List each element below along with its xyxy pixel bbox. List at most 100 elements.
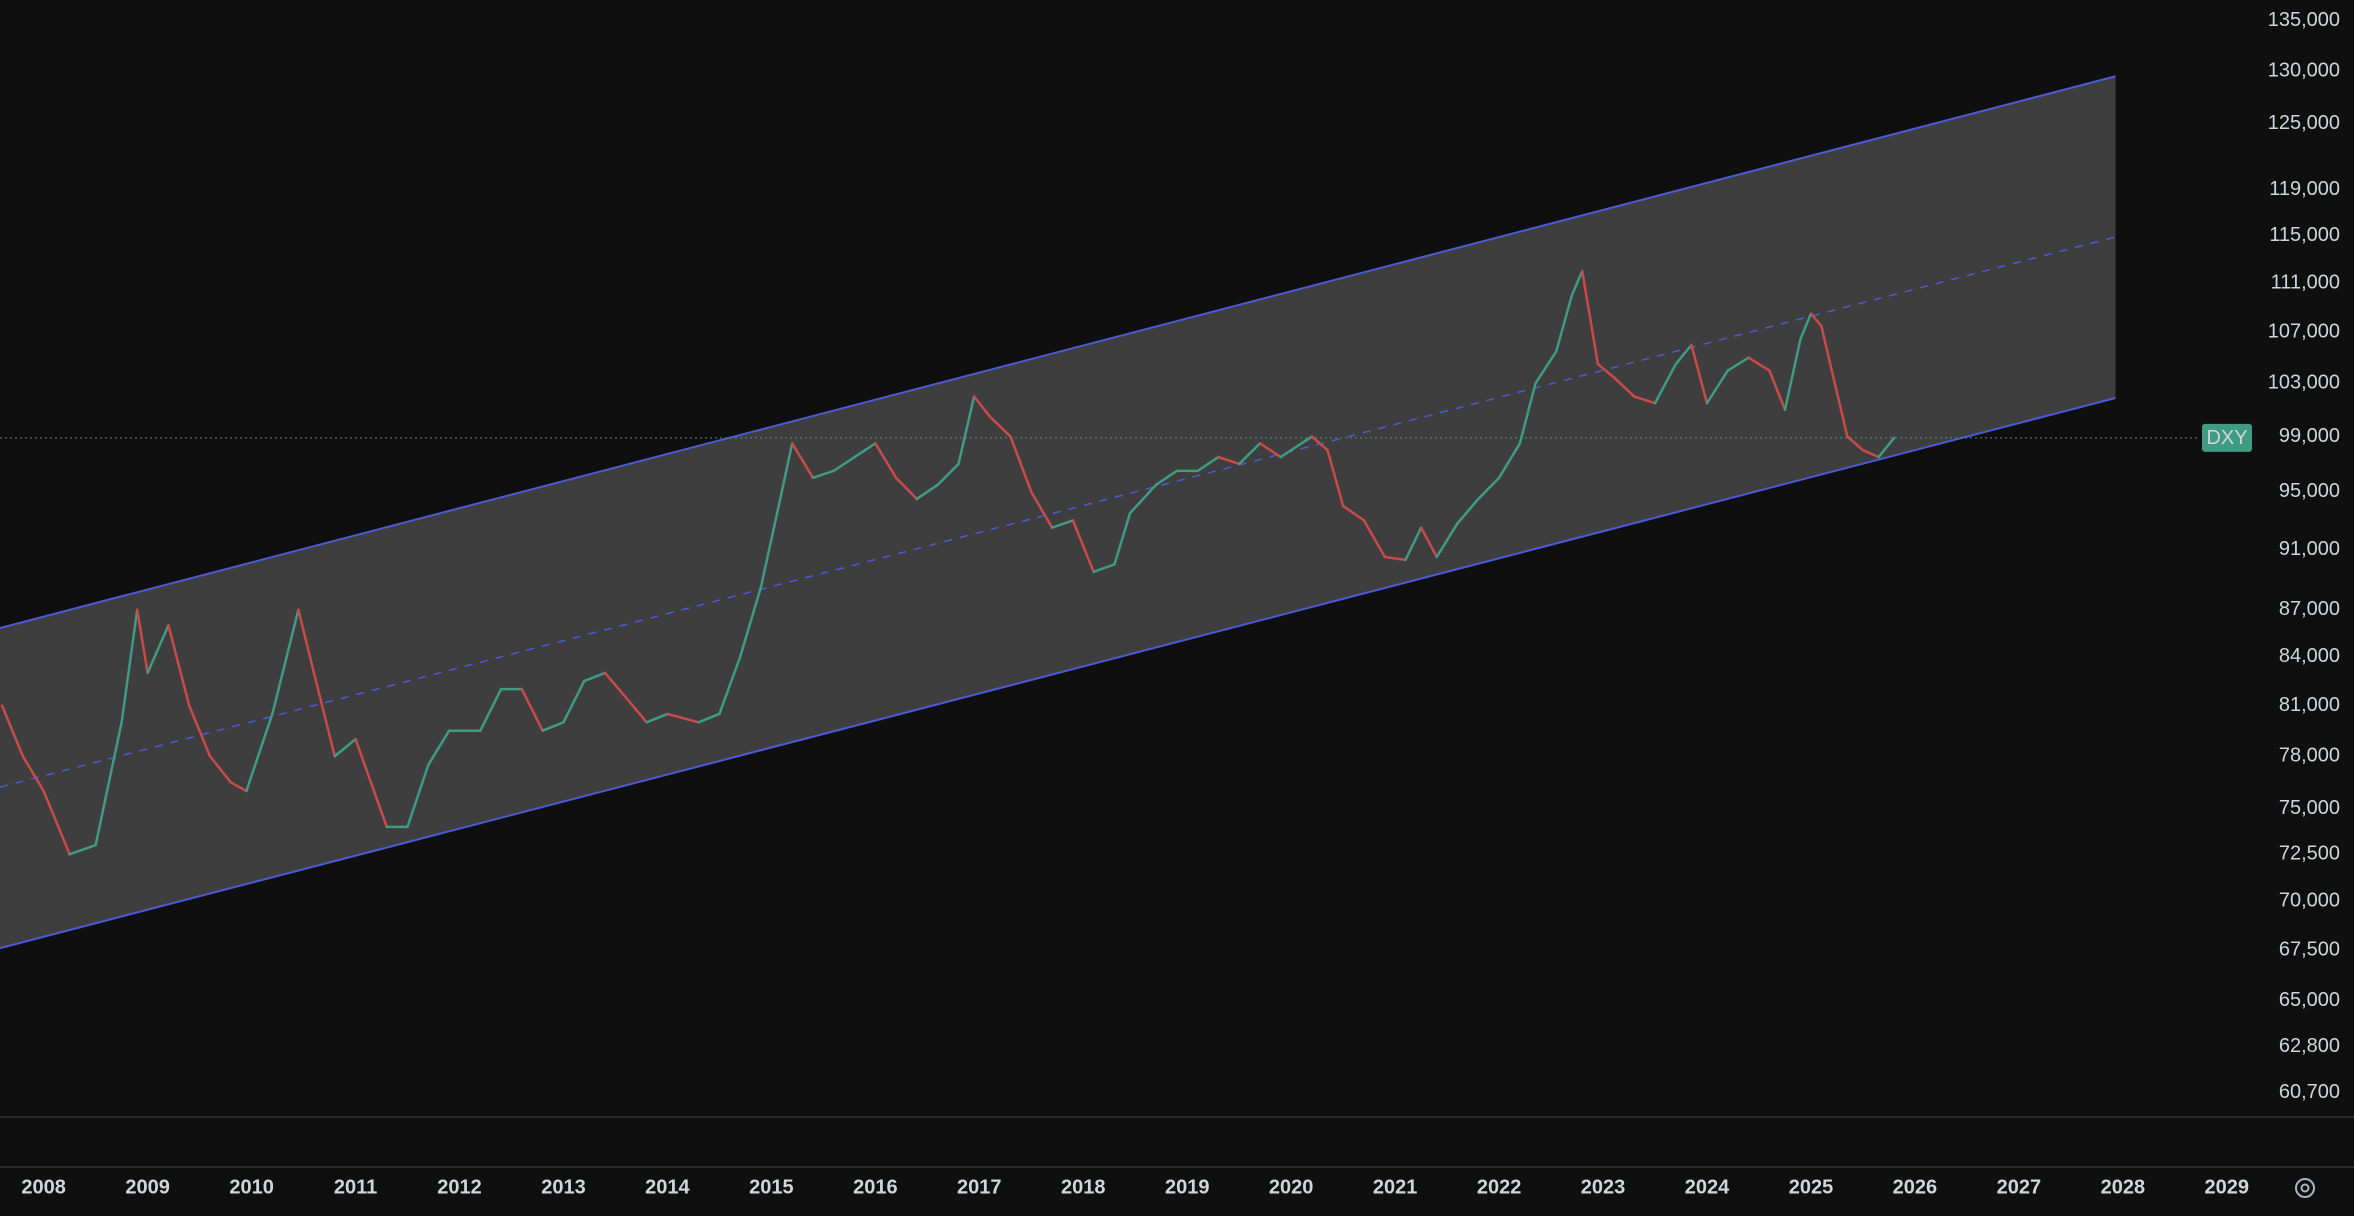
- price-segment: [1877, 436, 1896, 459]
- symbol-label: DXY: [2206, 427, 2247, 449]
- price-segment: [1456, 497, 1480, 525]
- price-segment: [894, 476, 919, 501]
- x-tick-label: 2027: [1997, 1176, 2042, 1198]
- price-segment: [1705, 369, 1730, 405]
- price-segment: [1071, 519, 1095, 574]
- price-segment: [645, 712, 669, 724]
- price-segment: [738, 585, 763, 659]
- price-segment: [1653, 362, 1678, 405]
- price-segment: [1809, 312, 1823, 328]
- price-segment: [1799, 312, 1813, 340]
- price-segment: [1783, 337, 1802, 411]
- x-tick-label: 2013: [541, 1176, 586, 1198]
- y-tick-label: 65,000: [2279, 989, 2340, 1011]
- price-segment: [1632, 395, 1657, 405]
- price-segment: [42, 789, 71, 856]
- y-tick-label: 103,000: [2268, 372, 2340, 394]
- price-segment: [1820, 324, 1834, 372]
- channel-lower: [0, 397, 2116, 950]
- price-segment: [120, 608, 139, 724]
- price-segment: [427, 729, 451, 767]
- price-segment: [479, 687, 503, 732]
- x-tick-label: 2014: [645, 1176, 690, 1198]
- price-segment: [972, 395, 991, 418]
- price-segment: [333, 737, 357, 758]
- price-segment: [245, 712, 274, 793]
- x-tick-label: 2020: [1269, 1176, 1314, 1198]
- y-tick-label: 135,000: [2268, 9, 2340, 31]
- x-tick-label: 2009: [125, 1176, 170, 1198]
- price-segment: [297, 608, 316, 675]
- price-segment: [68, 843, 97, 856]
- x-tick-label: 2017: [957, 1176, 1002, 1198]
- y-tick-label: 81,000: [2279, 694, 2340, 716]
- price-segment: [1092, 563, 1116, 574]
- price-segment: [94, 721, 123, 847]
- price-segment: [187, 704, 212, 758]
- price-segment: [1596, 362, 1615, 379]
- price-segment: [1534, 350, 1558, 385]
- price-segment: [666, 712, 700, 724]
- price-segment: [1612, 375, 1636, 398]
- x-tick-label: 2026: [1893, 1176, 1938, 1198]
- price-segment: [697, 712, 721, 724]
- channel-upper: [0, 75, 2116, 629]
- price-segment: [874, 442, 898, 480]
- price-segment: [915, 483, 939, 501]
- price-segment: [541, 721, 565, 732]
- price-segment: [832, 455, 856, 473]
- price-segment: [208, 754, 233, 784]
- price-segment: [988, 415, 1012, 438]
- price-segment: [1258, 442, 1283, 459]
- y-tick-label: 72,500: [2279, 843, 2340, 865]
- settings-gear-center[interactable]: [2300, 1183, 2310, 1193]
- x-tick-label: 2016: [853, 1176, 898, 1198]
- price-segment: [1768, 369, 1787, 411]
- price-segment: [1747, 356, 1771, 372]
- y-tick-label: 115,000: [2269, 224, 2340, 246]
- price-segment: [167, 624, 191, 707]
- x-tick-label: 2018: [1061, 1176, 1106, 1198]
- y-tick-label: 130,000: [2268, 60, 2340, 82]
- y-tick-label: 87,000: [2279, 598, 2340, 620]
- price-segment: [1154, 469, 1179, 487]
- y-tick-label: 62,800: [2279, 1035, 2340, 1057]
- settings-gear[interactable]: [2295, 1178, 2315, 1198]
- price-segment: [520, 687, 544, 732]
- y-tick-label: 119,000: [2269, 178, 2340, 200]
- x-tick-label: 2019: [1165, 1176, 1210, 1198]
- price-segment: [1404, 526, 1423, 562]
- price-segment: [1435, 522, 1459, 559]
- price-segment: [1362, 519, 1386, 559]
- price-segment: [229, 781, 248, 793]
- price-segment: [759, 490, 784, 589]
- symbol-badge: [2202, 423, 2252, 452]
- channel-middle: [0, 236, 2116, 788]
- price-segment: [1846, 435, 1865, 452]
- price-segment: [21, 754, 45, 793]
- price-segment: [583, 671, 607, 683]
- price-segment: [718, 655, 742, 716]
- price-segment: [853, 442, 877, 459]
- x-tick-label: 2024: [1685, 1176, 1730, 1198]
- price-segment: [1128, 483, 1158, 515]
- price-segment: [1861, 448, 1880, 459]
- price-segment: [957, 395, 976, 466]
- price-segment: [1830, 369, 1849, 438]
- price-segment: [780, 442, 794, 494]
- price-segment: [1237, 442, 1262, 466]
- x-tick-label: 2010: [229, 1176, 274, 1198]
- price-segment: [146, 624, 170, 675]
- price-segment: [1050, 519, 1075, 529]
- price-segment: [1690, 343, 1709, 405]
- x-tick-label: 2015: [749, 1176, 794, 1198]
- price-segment: [271, 608, 300, 716]
- price-segment: [312, 671, 336, 758]
- settings-icon[interactable]: [2295, 1178, 2315, 1198]
- y-tick-label: 78,000: [2279, 745, 2340, 767]
- price-segment: [1326, 448, 1345, 508]
- price-segment: [1341, 504, 1366, 522]
- y-tick-label: 75,000: [2279, 797, 2340, 819]
